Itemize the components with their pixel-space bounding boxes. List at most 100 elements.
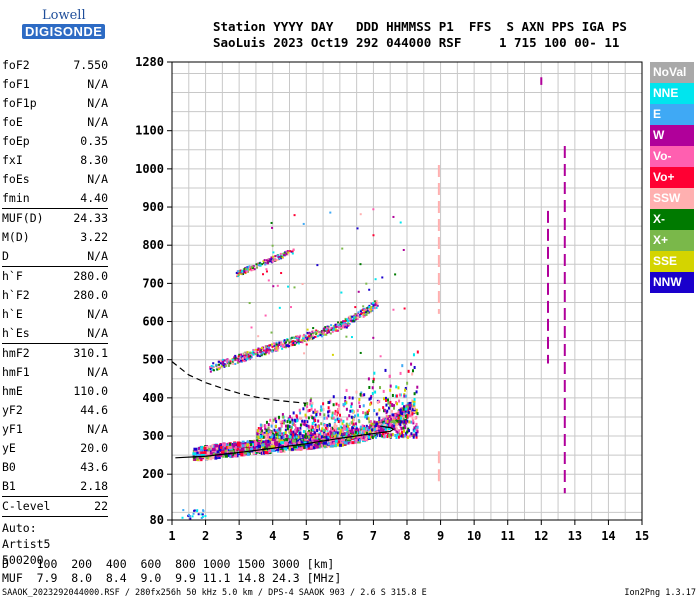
echo-point <box>403 415 407 419</box>
echo-point <box>198 446 201 450</box>
echo-point <box>358 420 361 424</box>
echo-point <box>338 326 341 329</box>
echo-point <box>247 355 250 358</box>
echo-point <box>341 323 344 326</box>
echo-point <box>285 445 289 449</box>
echo-point <box>305 339 308 342</box>
echo-point <box>281 413 284 417</box>
echo-point <box>256 439 259 443</box>
echo-point <box>244 271 247 274</box>
echo-point <box>406 435 409 439</box>
echo-point <box>329 332 332 335</box>
echo-point <box>398 399 401 403</box>
echo-point <box>358 430 362 434</box>
echo-point <box>413 429 416 433</box>
echo-point <box>207 447 211 451</box>
echo-point <box>283 435 286 439</box>
echo-point <box>241 359 244 362</box>
param-row: hmF1 N/A <box>2 363 108 382</box>
echo-point <box>231 360 234 363</box>
echo-point <box>244 356 247 359</box>
echo-point <box>354 306 357 309</box>
param-key: yF2 <box>2 403 23 417</box>
echo-point <box>291 421 294 425</box>
echo-point <box>365 310 368 313</box>
echo-point <box>284 346 287 349</box>
param-key: foF2 <box>2 58 30 72</box>
echo-point <box>378 423 381 427</box>
echo-point <box>275 346 278 349</box>
echo-point <box>390 417 393 421</box>
echo-point <box>267 279 270 282</box>
param-value: N/A <box>87 172 108 186</box>
echo-point <box>292 248 295 251</box>
echo-point <box>334 439 338 443</box>
echo-point <box>319 334 322 337</box>
param-row: D N/A <box>2 247 108 266</box>
param-key: hmF1 <box>2 365 30 379</box>
echo-point <box>296 447 301 451</box>
echo-point <box>212 365 215 368</box>
echo-point <box>267 443 270 447</box>
echo-point <box>222 364 225 367</box>
param-key: M(D) <box>2 230 30 244</box>
echo-point <box>260 429 263 433</box>
echo-point <box>309 402 312 406</box>
echo-points <box>181 208 419 520</box>
echo-point <box>189 515 192 518</box>
echo-point <box>275 345 278 348</box>
echo-point <box>316 335 319 338</box>
echo-point <box>314 419 317 423</box>
echo-point <box>308 331 311 334</box>
echo-point <box>337 420 340 424</box>
echo-point <box>306 405 309 409</box>
echo-point <box>292 430 295 434</box>
echo-point <box>303 423 306 427</box>
echo-point <box>346 318 349 321</box>
echo-point <box>221 358 224 361</box>
echo-point <box>280 272 283 275</box>
echo-point <box>356 317 359 320</box>
echo-point <box>260 427 263 431</box>
echo-point <box>308 336 311 339</box>
echo-point <box>361 309 364 312</box>
echo-point <box>324 426 327 430</box>
echo-point <box>200 456 205 460</box>
echo-point <box>380 426 383 430</box>
echo-point <box>347 424 350 428</box>
echo-point <box>336 411 339 415</box>
echo-point <box>232 448 235 452</box>
echo-point <box>233 359 236 362</box>
echo-point <box>405 431 408 435</box>
echo-point <box>291 418 294 422</box>
echo-point <box>304 334 307 337</box>
echo-point <box>280 424 283 428</box>
echo-point <box>271 421 274 425</box>
echo-point <box>296 429 299 433</box>
echo-point <box>337 321 340 324</box>
echo-point <box>382 432 385 436</box>
echo-point <box>414 426 417 430</box>
echo-point <box>292 411 295 415</box>
echo-point <box>320 429 323 433</box>
echo-point <box>354 422 357 426</box>
echo-point <box>337 417 340 421</box>
echo-point <box>258 262 261 265</box>
echo-point <box>193 449 197 453</box>
echo-point <box>256 431 259 435</box>
echo-point <box>301 419 304 423</box>
footer-info: SAAOK_2023292044000.RSF / 280fx256h 50 k… <box>2 588 427 598</box>
echo-point <box>261 432 264 436</box>
param-value: N/A <box>87 96 108 110</box>
echo-point <box>275 437 279 441</box>
echo-point <box>402 248 405 251</box>
echo-point <box>372 304 375 307</box>
echo-point <box>277 435 280 439</box>
echo-point <box>351 436 354 440</box>
echo-point <box>341 421 344 425</box>
echo-point <box>345 335 348 338</box>
echo-point <box>364 431 367 435</box>
echo-point <box>399 410 402 414</box>
echo-point <box>345 326 348 329</box>
echo-point <box>214 448 217 452</box>
